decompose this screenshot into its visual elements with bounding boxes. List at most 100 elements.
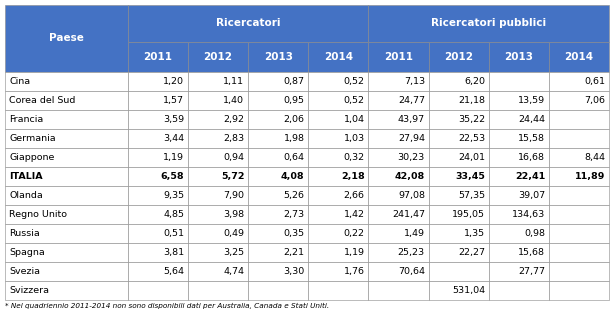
Bar (368, 262, 429, 282)
Bar (248, 262, 308, 282)
Bar (549, 72, 609, 91)
Bar (308, 205, 368, 224)
Bar (248, 186, 308, 205)
Bar (248, 282, 308, 300)
Text: 30,23: 30,23 (398, 153, 425, 162)
Text: 16,68: 16,68 (518, 153, 545, 162)
Bar (5, 262, 128, 282)
Bar (248, 129, 308, 148)
Text: 1,40: 1,40 (223, 96, 244, 105)
Bar (248, 110, 308, 129)
Text: 15,58: 15,58 (518, 134, 545, 143)
Bar (188, 262, 248, 282)
Text: 4,08: 4,08 (281, 172, 305, 181)
Text: 3,59: 3,59 (163, 115, 184, 124)
Bar (308, 110, 368, 129)
Text: 21,18: 21,18 (458, 96, 485, 105)
Text: 1,76: 1,76 (344, 268, 365, 276)
Text: 24,77: 24,77 (398, 96, 425, 105)
Text: 2,06: 2,06 (284, 115, 305, 124)
Text: 195,05: 195,05 (452, 210, 485, 219)
Text: 70,64: 70,64 (398, 268, 425, 276)
Bar (308, 262, 368, 282)
Bar (368, 244, 429, 262)
Bar (429, 186, 489, 205)
Bar (549, 148, 609, 167)
Text: 3,30: 3,30 (283, 268, 305, 276)
Text: 0,32: 0,32 (344, 153, 365, 162)
Bar (248, 72, 308, 91)
Bar (128, 282, 188, 300)
Text: Francia: Francia (9, 115, 44, 124)
Text: 2,92: 2,92 (223, 115, 244, 124)
Text: 1,98: 1,98 (284, 134, 305, 143)
Bar (188, 167, 248, 186)
Bar (128, 224, 188, 244)
Bar (308, 244, 368, 262)
Bar (128, 148, 188, 167)
Bar (429, 72, 489, 91)
Text: 24,44: 24,44 (518, 115, 545, 124)
Bar (429, 224, 489, 244)
Bar (5, 186, 128, 205)
Bar (5, 5, 128, 72)
Text: 27,94: 27,94 (398, 134, 425, 143)
Bar (128, 72, 188, 91)
Text: 1,35: 1,35 (464, 229, 485, 238)
Bar (368, 91, 429, 110)
Bar (248, 167, 308, 186)
Bar (489, 129, 549, 148)
Text: 0,22: 0,22 (344, 229, 365, 238)
Bar (429, 205, 489, 224)
Bar (128, 91, 188, 110)
Bar (308, 186, 368, 205)
Text: 22,41: 22,41 (515, 172, 545, 181)
Text: 2014: 2014 (324, 52, 353, 62)
Text: 27,77: 27,77 (518, 268, 545, 276)
Text: 25,23: 25,23 (398, 248, 425, 257)
Bar (248, 224, 308, 244)
Bar (188, 282, 248, 300)
Text: 39,07: 39,07 (518, 191, 545, 200)
Bar (5, 72, 128, 91)
Bar (368, 5, 609, 42)
Bar (368, 110, 429, 129)
Text: Svizzera: Svizzera (9, 286, 49, 295)
Bar (5, 167, 128, 186)
Bar (368, 42, 429, 72)
Bar (549, 129, 609, 148)
Bar (489, 282, 549, 300)
Text: 2014: 2014 (564, 52, 594, 62)
Bar (128, 262, 188, 282)
Bar (248, 205, 308, 224)
Text: 1,04: 1,04 (344, 115, 365, 124)
Text: 1,42: 1,42 (344, 210, 365, 219)
Text: 1,57: 1,57 (163, 96, 184, 105)
Text: 5,26: 5,26 (284, 191, 305, 200)
Text: 0,61: 0,61 (585, 77, 605, 86)
Text: 0,98: 0,98 (524, 229, 545, 238)
Bar (549, 186, 609, 205)
Text: 1,03: 1,03 (344, 134, 365, 143)
Text: 3,44: 3,44 (163, 134, 184, 143)
Text: 0,52: 0,52 (344, 77, 365, 86)
Bar (489, 72, 549, 91)
Text: 2012: 2012 (444, 52, 473, 62)
Bar (128, 129, 188, 148)
Bar (308, 282, 368, 300)
Bar (128, 205, 188, 224)
Text: ITALIA: ITALIA (9, 172, 43, 181)
Text: 35,22: 35,22 (458, 115, 485, 124)
Bar (489, 205, 549, 224)
Bar (489, 224, 549, 244)
Text: Paese: Paese (49, 33, 84, 44)
Bar (429, 167, 489, 186)
Bar (5, 148, 128, 167)
Bar (188, 148, 248, 167)
Text: 2,66: 2,66 (344, 191, 365, 200)
Bar (429, 129, 489, 148)
Bar (128, 5, 368, 42)
Bar (489, 110, 549, 129)
Text: 33,45: 33,45 (455, 172, 485, 181)
Bar (308, 167, 368, 186)
